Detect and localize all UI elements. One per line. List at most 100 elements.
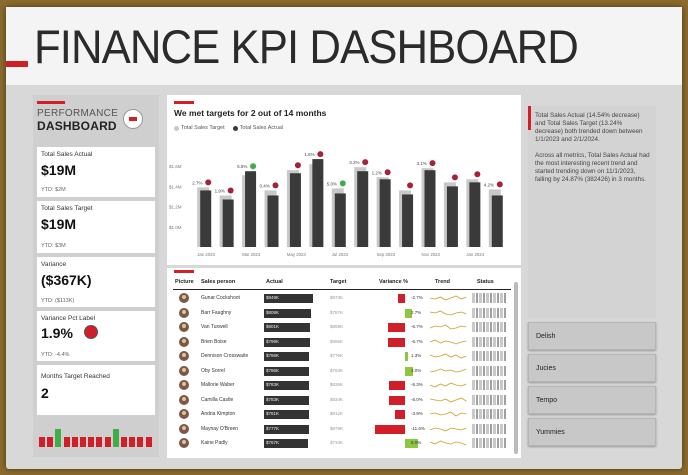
table-scrollbar[interactable] (514, 282, 518, 454)
slicer-button-jucies[interactable]: Jucies (528, 354, 656, 382)
actual-value: $781K (266, 411, 280, 416)
table-row[interactable]: Dennison Crosswaite $786K $776K 1.3% (167, 349, 511, 363)
trend-sparkline (429, 382, 467, 388)
slicer-button-delish[interactable]: Delish (528, 322, 656, 350)
actual-data-bar (264, 337, 310, 347)
variance-data-bar (387, 337, 405, 347)
salesperson-name: Van Tuxwell (201, 324, 228, 330)
variance-data-bar (389, 395, 405, 405)
slicer-button-tempo[interactable]: Tempo (528, 386, 656, 414)
actual-bar (334, 193, 346, 247)
trend-line (429, 353, 467, 359)
table-row[interactable]: Van Tuxwell $801K $859K -6.7% (167, 320, 511, 334)
x-tick-label: Jan 2024 (466, 252, 484, 257)
salesperson-name: Andria Kimpton (201, 411, 236, 417)
variance-value: -2.7% (411, 295, 423, 300)
trend-sparkline (429, 324, 467, 330)
kpi-value: ($367K) (41, 272, 92, 288)
month-flag-bar (39, 437, 45, 447)
variance-value: -6.7% (411, 338, 423, 344)
status-strip (472, 293, 506, 303)
trend-sparkline (429, 339, 467, 344)
y-tick-label: $1.2M (169, 205, 182, 210)
target-value: $776K (330, 353, 344, 358)
variance-value: 3.0% (411, 367, 422, 373)
table-row[interactable]: Brien Boise $799K $856K -6.7% (167, 335, 511, 349)
x-tick-label: Jul 2023 (332, 252, 349, 257)
salesperson-name: Barr Faughny (201, 309, 232, 316)
actual-bar (424, 170, 436, 247)
insight-paragraph-2: Across all metrics, Total Sales Actual h… (535, 152, 650, 183)
variance-data-bar (405, 439, 418, 448)
kpi-card-months-target[interactable]: Months Target Reached 2 (37, 365, 155, 415)
target-status-dot (407, 182, 414, 189)
salesperson-name: Oby Sorrel (201, 367, 225, 374)
month-flag-bar (80, 437, 86, 447)
data-label: 5.5% (237, 164, 247, 169)
actual-data-bar (264, 294, 313, 303)
variance-data-bar (405, 352, 409, 361)
month-flag-bar (129, 437, 136, 447)
legend-item-target[interactable]: Total Sales Target (174, 125, 225, 131)
kpi-card-variance[interactable]: Variance ($367K) YTD: ($113K) (37, 257, 155, 307)
kpi-sub: YTD: -4.4% (41, 352, 70, 358)
chart-accent (174, 101, 194, 104)
table-row[interactable]: Oby Sorrel $786K $763K 3.0% (167, 364, 511, 378)
target-status-dot (250, 163, 257, 170)
kpi-sub: YTD: $3M (41, 243, 66, 249)
col-header-salesperson[interactable]: Sales person (201, 279, 236, 285)
kpi-card-sales-target[interactable]: Total Sales Target $19M YTD: $3M (37, 201, 155, 253)
table-row[interactable]: Gunar Cockshoot $849K $873K -2.7% (167, 291, 511, 305)
col-header-status[interactable]: Status (477, 279, 494, 285)
col-header-actual[interactable]: Actual (266, 279, 283, 285)
kpi-value: 1.9% (41, 325, 73, 341)
header: FINANCE KPI DASHBOARD (6, 7, 682, 85)
col-header-variance[interactable]: Variance % (379, 279, 409, 285)
actual-data-bar (264, 424, 309, 434)
kpi-card-variance-pct[interactable]: Variance Pct Label 1.9% YTD: -4.4% (37, 311, 155, 361)
trend-line (429, 324, 467, 330)
table-row[interactable]: Barr Faughny $808K $787K 2.7% (167, 306, 511, 320)
data-label: 0.4% (260, 183, 270, 188)
kpi-card-sales-actual[interactable]: Total Sales Actual $19M YTD: $2M (37, 147, 155, 197)
target-status-dot (384, 169, 391, 176)
month-flag-bar (121, 437, 127, 447)
actual-bar (245, 171, 257, 247)
sales-chart-card: We met targets for 2 out of 14 months To… (167, 95, 521, 265)
slicer-button-yummies[interactable]: Yummies (528, 418, 656, 446)
legend-dot-icon (232, 125, 238, 131)
col-header-trend[interactable]: Trend (435, 279, 450, 285)
data-label: 1.2% (372, 170, 382, 175)
kpi-label: Variance (41, 261, 67, 268)
data-label: 4.2% (484, 182, 494, 187)
variance-data-bar (387, 323, 405, 332)
legend-item-actual[interactable]: Total Sales Actual (232, 125, 283, 131)
kpi-sub: YTD: ($113K) (41, 298, 75, 304)
chart-legend: Total Sales Target Total Sales Actual (174, 125, 283, 131)
trend-line (429, 427, 467, 431)
variance-data-bar (388, 381, 405, 390)
table-row[interactable]: Andria Kimpton $781K $812K -3.9% (167, 407, 511, 421)
table-row[interactable]: Camilla Castle $783K $834K -6.0% (167, 393, 511, 407)
brand-line2: DASHBOARD (37, 119, 117, 133)
target-status-dot (339, 180, 346, 187)
actual-value: $786K (266, 367, 280, 373)
col-header-picture[interactable]: Picture (175, 279, 194, 285)
table-row[interactable]: Mallorie Waber $783K $836K -6.3% (167, 378, 511, 392)
actual-bar (446, 186, 458, 247)
brand-accent (37, 101, 65, 104)
salesperson-name: Maynay O'Breen (201, 425, 239, 432)
header-accent (6, 61, 28, 67)
target-status-dot (474, 171, 481, 178)
month-flag-bar (88, 437, 95, 447)
data-label: 3.2% (349, 160, 359, 165)
table-row[interactable]: Kaine Padly $767K $734K 5.0% (167, 436, 511, 450)
col-header-target[interactable]: Target (330, 279, 347, 285)
table-header: Picture Sales person Actual Target Varia… (167, 277, 511, 289)
trend-sparkline (429, 411, 467, 417)
actual-value: $767K (266, 440, 280, 445)
table-row[interactable]: Maynay O'Breen $777K $878K -11.6% (167, 422, 511, 436)
status-strip (472, 351, 506, 361)
variance-status-dot-icon (84, 325, 98, 339)
status-strip (472, 423, 506, 434)
